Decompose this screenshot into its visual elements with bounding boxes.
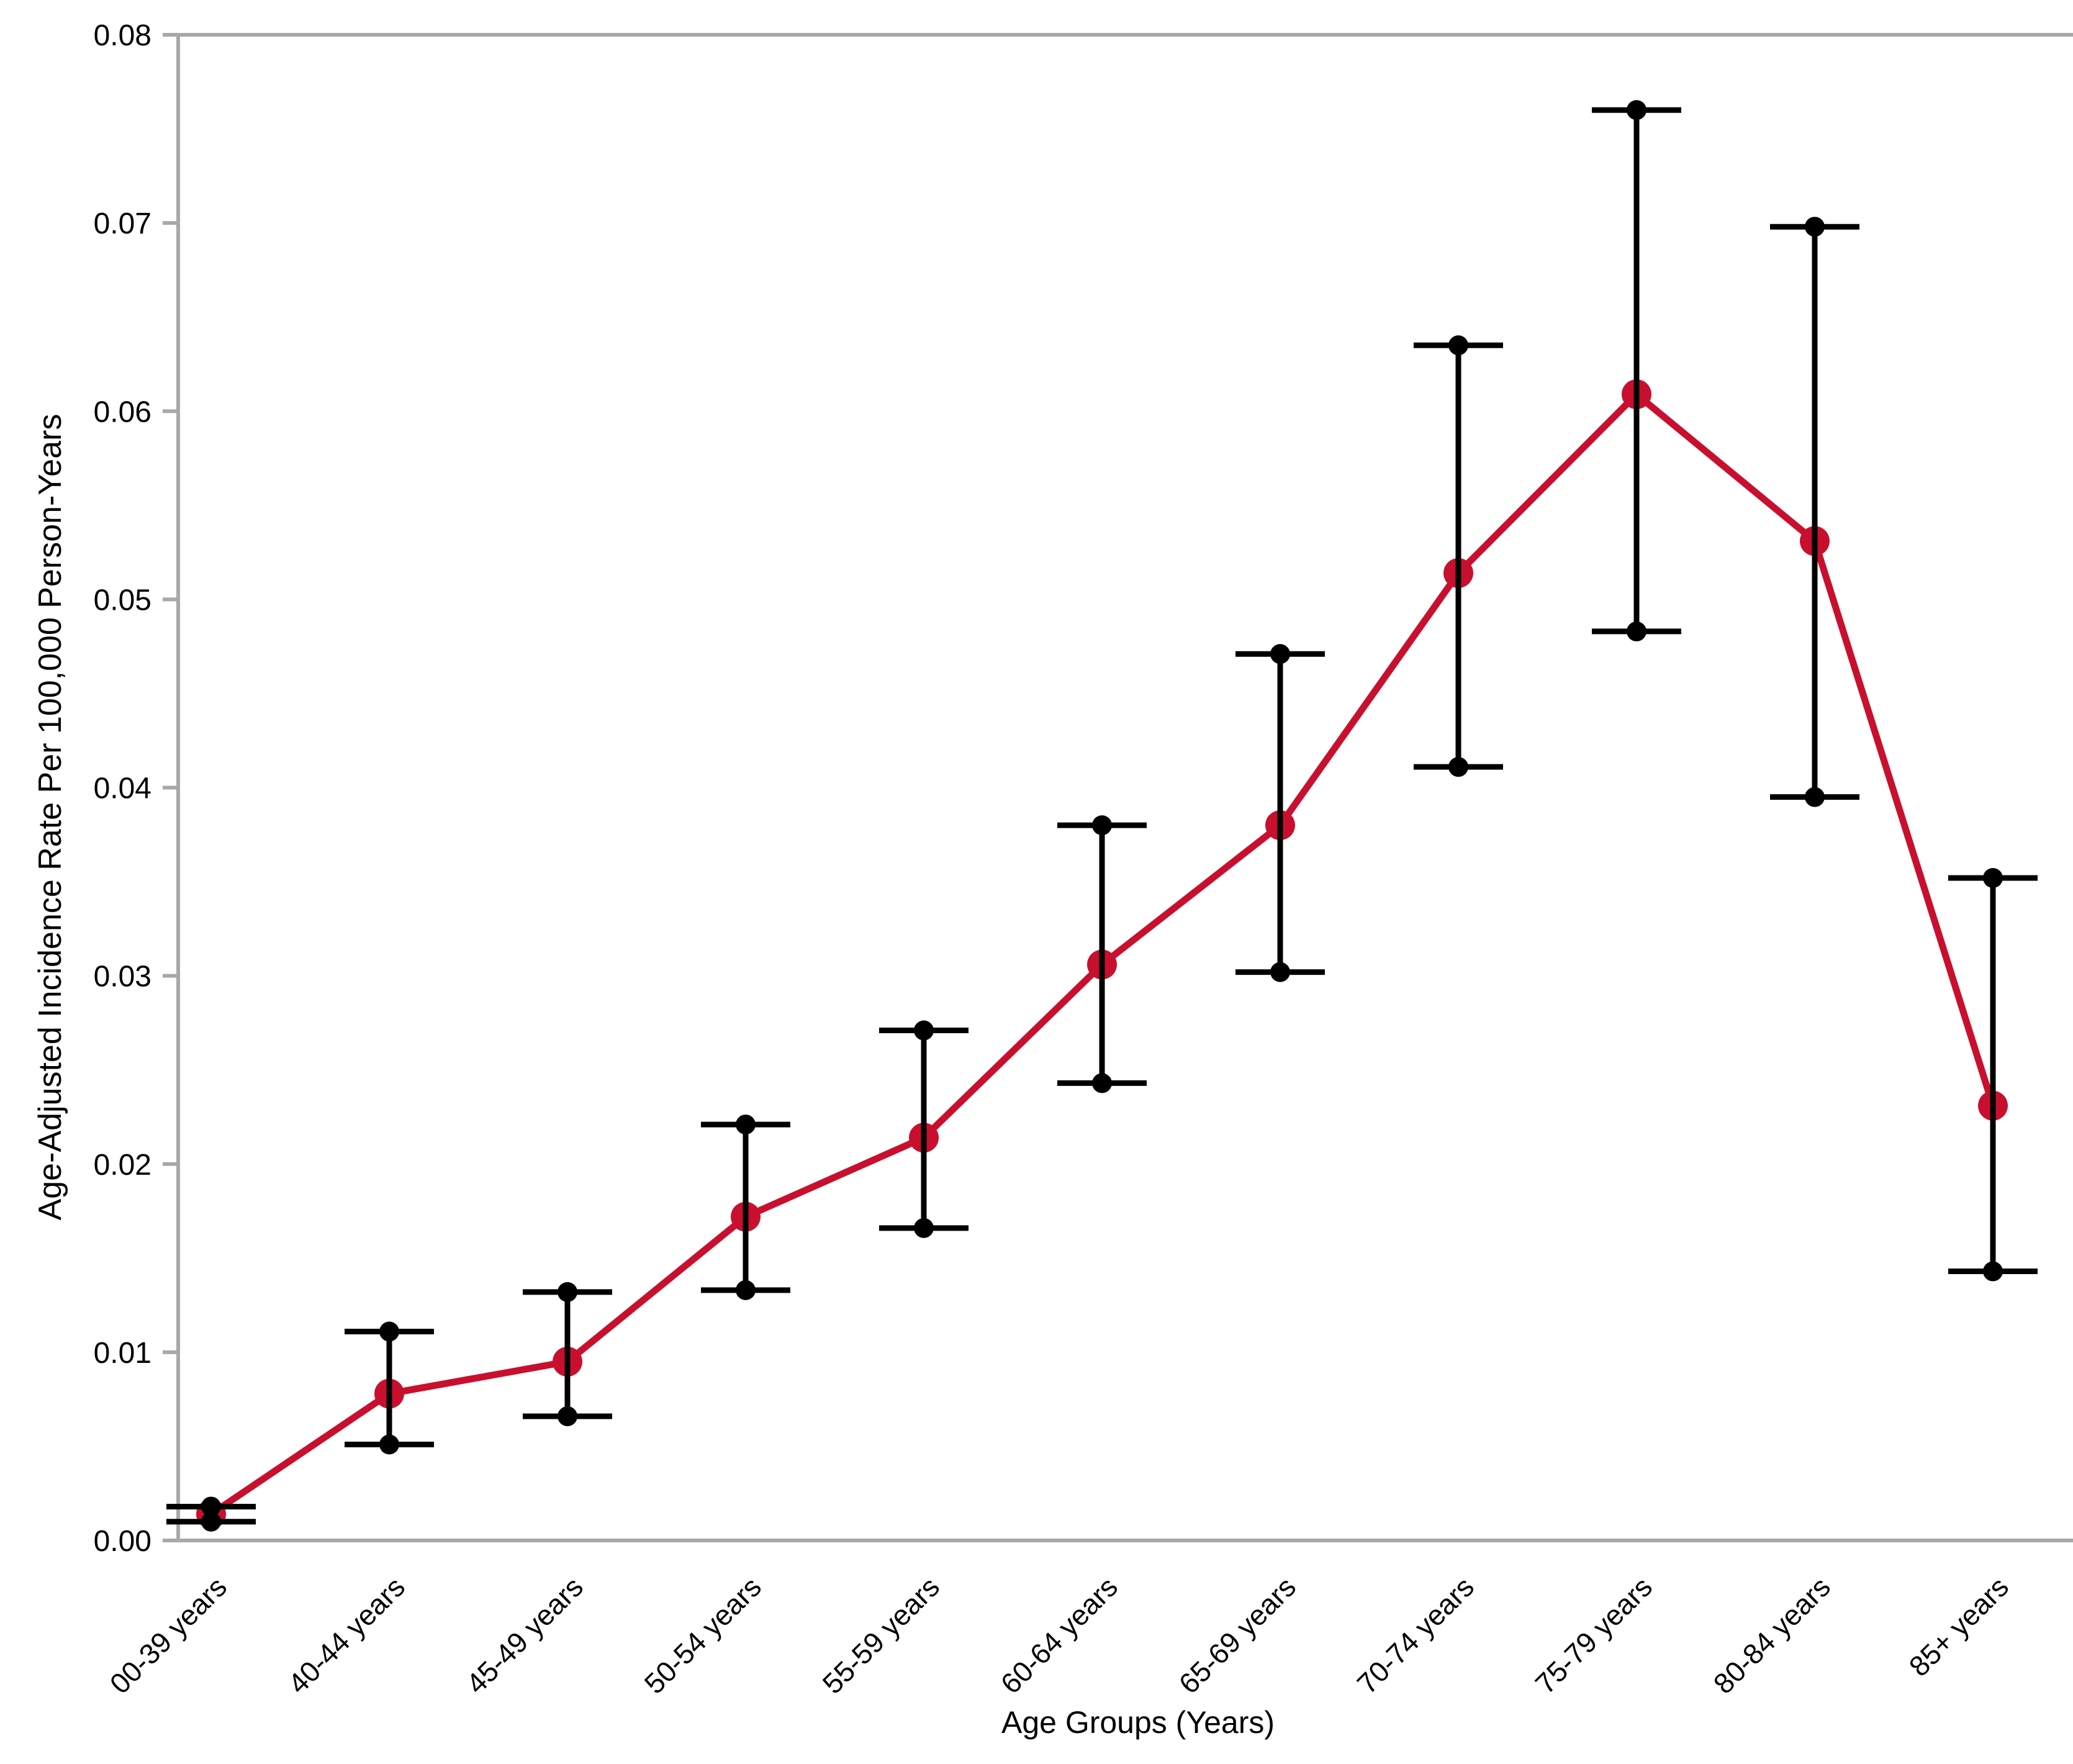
x-tick-label: 60-64 years: [995, 1570, 1124, 1700]
x-tick-label: 00-39 years: [104, 1570, 233, 1700]
error-bar: [879, 1020, 969, 1238]
error-bar-lower-dot: [1270, 962, 1290, 982]
x-axis-title: Age Groups (Years): [1001, 1705, 1275, 1740]
y-tick-label: 0.08: [94, 19, 151, 52]
error-bar-lower-dot: [1092, 1073, 1112, 1093]
error-bar: [1235, 644, 1325, 982]
error-bar: [1592, 100, 1681, 641]
error-bar-upper-dot: [1448, 335, 1468, 356]
error-bar-upper-dot: [1270, 644, 1290, 664]
error-bar-lower-dot: [1805, 787, 1825, 807]
y-tick-label: 0.00: [94, 1525, 151, 1558]
error-bar-lower-dot: [558, 1406, 577, 1426]
error-bar: [1770, 217, 1859, 807]
y-tick-label: 0.07: [94, 207, 151, 240]
error-bar-upper-dot: [558, 1282, 577, 1302]
error-bar-lower-dot: [1627, 621, 1646, 641]
error-bar-upper-dot: [1092, 815, 1112, 836]
x-tick-label: 75-79 years: [1529, 1570, 1659, 1700]
error-bar-upper-dot: [201, 1496, 221, 1517]
error-bar-lower-dot: [201, 1511, 221, 1532]
x-tick-label: 70-74 years: [1351, 1570, 1481, 1700]
error-bar: [1948, 868, 2038, 1282]
y-tick-label: 0.05: [94, 584, 151, 617]
error-bar: [523, 1282, 612, 1426]
chart-canvas: 0.00 0.01 0.02 0.03 0.04 0.05 0.06 0.07 0.08 00-3…: [32, 19, 2073, 1740]
x-tick-label: 40-44 years: [282, 1570, 412, 1700]
plot-area: 0.00 0.01 0.02 0.03 0.04 0.05 0.06 0.07 0.08 00-3…: [94, 19, 2073, 1700]
x-tick-label: 55-59 years: [816, 1570, 946, 1700]
y-tick-label: 0.02: [94, 1149, 151, 1182]
error-bar-upper-dot: [1983, 868, 2003, 888]
y-tick-label: 0.06: [94, 396, 151, 428]
x-tick-label: 85+ years: [1903, 1570, 2015, 1683]
y-tick-label: 0.04: [94, 772, 151, 805]
error-bar-lower-dot: [914, 1218, 934, 1238]
chart-figure: 0.00 0.01 0.02 0.03 0.04 0.05 0.06 0.07 0.08 00-3…: [25, 10, 2073, 1754]
x-tick-label: 45-49 years: [460, 1570, 590, 1700]
y-tick-label: 0.03: [94, 961, 151, 993]
error-bar: [166, 1496, 256, 1532]
error-bar-upper-dot: [914, 1020, 934, 1041]
error-bar: [345, 1321, 434, 1455]
error-bar-lower-dot: [379, 1434, 399, 1455]
x-tick-label: 65-69 years: [1173, 1570, 1303, 1700]
error-bar-upper-dot: [1627, 100, 1646, 120]
y-tick-label: 0.01: [94, 1337, 151, 1370]
error-bar-lower-dot: [736, 1280, 756, 1300]
y-axis-title: Age-Adjusted Incidence Rate Per 100,000 …: [32, 414, 68, 1221]
error-bar: [1057, 815, 1147, 1093]
error-bar-upper-dot: [379, 1321, 399, 1342]
error-bar-lower-dot: [1448, 757, 1468, 777]
error-bar: [701, 1115, 790, 1300]
error-bar-upper-dot: [1805, 217, 1825, 237]
error-bar-lower-dot: [1983, 1261, 2003, 1282]
error-bar-upper-dot: [736, 1115, 756, 1135]
x-tick-label: 50-54 years: [638, 1570, 768, 1700]
error-bar: [1414, 335, 1503, 777]
x-tick-label: 80-84 years: [1707, 1570, 1837, 1700]
